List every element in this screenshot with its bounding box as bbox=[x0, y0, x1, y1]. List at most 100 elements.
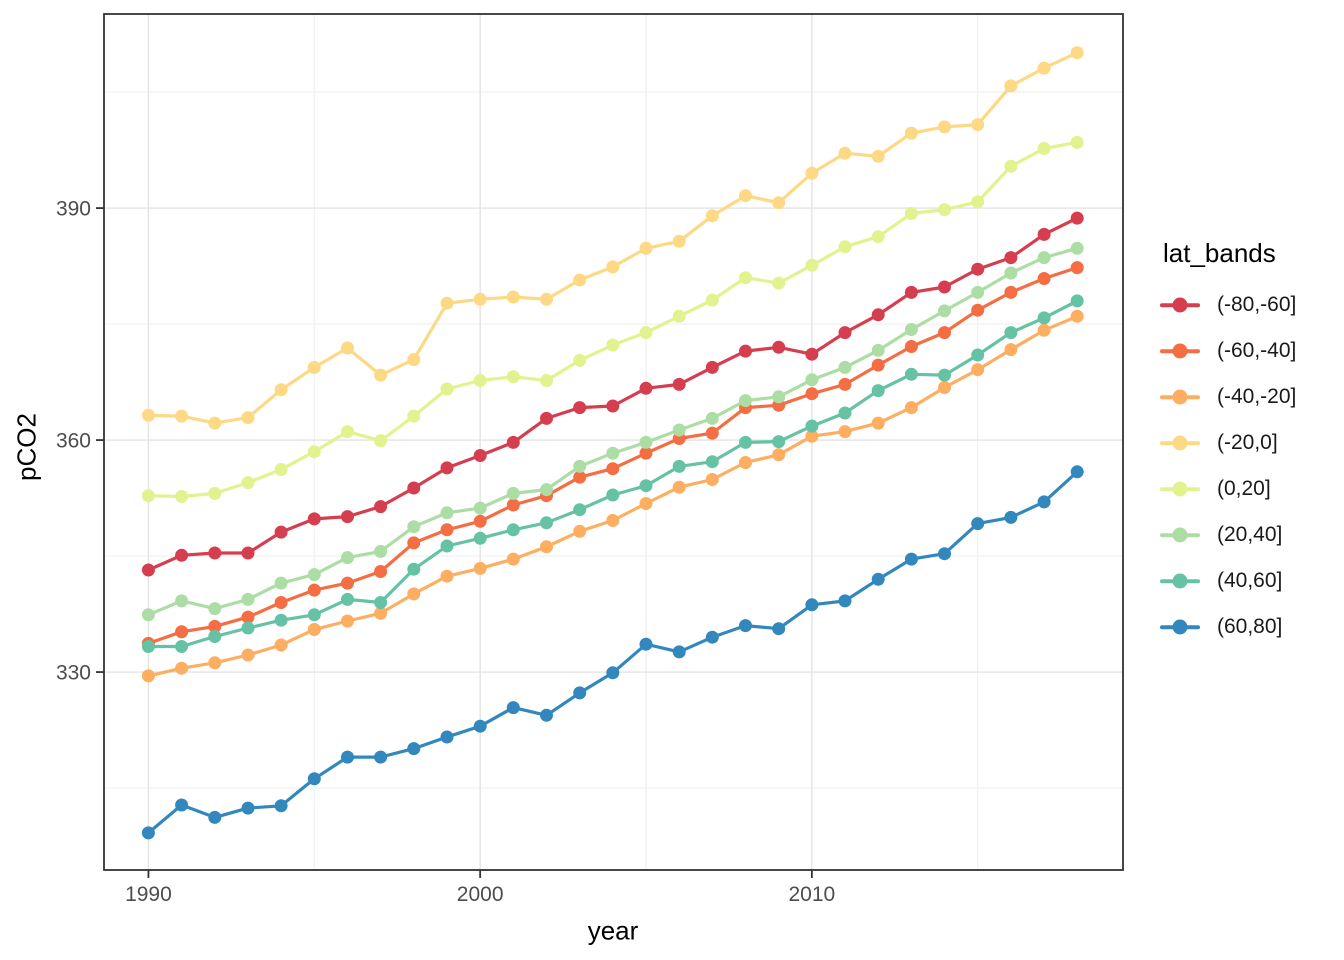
data-point bbox=[871, 230, 885, 244]
data-point bbox=[141, 563, 155, 577]
data-point bbox=[805, 258, 819, 272]
data-point bbox=[307, 360, 321, 374]
data-point bbox=[904, 285, 918, 299]
data-point bbox=[971, 262, 985, 276]
data-point bbox=[639, 497, 653, 510]
data-point bbox=[1070, 241, 1084, 255]
data-point bbox=[1037, 61, 1051, 75]
data-point bbox=[141, 408, 155, 422]
data-point bbox=[208, 602, 222, 616]
legend-key bbox=[1160, 618, 1200, 636]
data-point bbox=[274, 613, 288, 627]
legend-item: (-40,-20] bbox=[1160, 374, 1344, 420]
data-point bbox=[1004, 343, 1018, 357]
data-point bbox=[1004, 251, 1018, 265]
data-point bbox=[606, 260, 620, 274]
data-point bbox=[705, 360, 719, 374]
data-point bbox=[705, 455, 719, 469]
data-point bbox=[971, 118, 985, 132]
data-point bbox=[1070, 211, 1084, 225]
legend-key-dot-icon bbox=[1172, 389, 1188, 405]
data-point bbox=[141, 640, 155, 653]
data-point bbox=[1004, 510, 1018, 524]
data-point bbox=[971, 285, 985, 299]
data-point bbox=[871, 572, 885, 586]
data-point bbox=[307, 512, 321, 526]
data-point bbox=[772, 622, 786, 636]
data-point bbox=[772, 340, 786, 354]
data-point bbox=[440, 730, 454, 744]
data-point bbox=[805, 429, 819, 443]
data-point bbox=[407, 536, 421, 550]
series-line bbox=[146, 51, 1079, 425]
data-point bbox=[672, 645, 686, 659]
data-point bbox=[805, 166, 819, 180]
y-tick-label: 360 bbox=[56, 430, 91, 453]
legend-key bbox=[1160, 342, 1200, 360]
data-point bbox=[772, 196, 786, 210]
legend-key-dot-icon bbox=[1172, 527, 1188, 543]
data-point bbox=[1037, 272, 1051, 285]
data-point bbox=[573, 503, 587, 517]
data-point bbox=[307, 583, 321, 597]
data-point bbox=[473, 514, 487, 528]
data-point bbox=[739, 344, 752, 358]
legend-item-label: (-40,-20] bbox=[1217, 385, 1297, 408]
data-point bbox=[805, 387, 819, 401]
data-point bbox=[540, 483, 553, 497]
data-point bbox=[606, 446, 620, 460]
data-point bbox=[672, 423, 686, 437]
data-point bbox=[241, 411, 255, 425]
data-point bbox=[1004, 159, 1018, 173]
legend-item-label: (0,20] bbox=[1217, 477, 1271, 500]
y-tick-label: 330 bbox=[56, 662, 91, 685]
data-point bbox=[739, 456, 752, 469]
data-point bbox=[241, 592, 255, 606]
legend-key-dot-icon bbox=[1172, 619, 1188, 635]
data-point bbox=[606, 462, 620, 476]
data-point bbox=[772, 276, 786, 290]
data-point bbox=[871, 358, 885, 372]
legend-item: (20,40] bbox=[1160, 512, 1344, 558]
data-point bbox=[971, 348, 985, 362]
legend-item-label: (40,60] bbox=[1217, 569, 1283, 592]
data-point bbox=[540, 516, 553, 530]
data-point bbox=[440, 382, 454, 396]
data-point bbox=[374, 596, 388, 609]
data-point bbox=[805, 598, 819, 612]
data-point bbox=[838, 146, 852, 160]
data-point bbox=[473, 292, 487, 306]
data-point bbox=[871, 384, 885, 398]
data-point bbox=[573, 353, 587, 367]
data-point bbox=[440, 569, 454, 583]
y-axis-title: pCO2 bbox=[11, 413, 42, 481]
data-point bbox=[241, 546, 255, 560]
data-point bbox=[506, 523, 520, 537]
legend-item-label: (20,40] bbox=[1217, 523, 1283, 546]
x-tick-label: 2000 bbox=[457, 883, 504, 906]
data-point bbox=[838, 326, 852, 340]
data-point bbox=[606, 514, 620, 527]
legend-item-label: (-20,0] bbox=[1217, 431, 1278, 454]
data-point bbox=[838, 240, 852, 254]
data-point bbox=[672, 480, 686, 494]
data-point bbox=[1004, 326, 1018, 340]
data-point bbox=[341, 425, 354, 439]
data-point bbox=[407, 481, 421, 495]
panel-border bbox=[103, 13, 1124, 871]
data-point bbox=[175, 594, 189, 608]
data-point bbox=[473, 449, 487, 462]
data-point bbox=[739, 271, 752, 285]
data-point bbox=[274, 799, 288, 813]
legend-item-label: (60,80] bbox=[1217, 615, 1283, 638]
data-point bbox=[639, 241, 653, 255]
legend-item-label: (-80,-60] bbox=[1217, 293, 1297, 316]
data-point bbox=[573, 470, 587, 484]
data-point bbox=[639, 326, 653, 340]
data-point bbox=[639, 479, 653, 493]
data-point bbox=[341, 614, 354, 628]
legend-key-dot-icon bbox=[1172, 481, 1188, 497]
data-point bbox=[573, 459, 587, 473]
data-point bbox=[938, 547, 951, 561]
data-point bbox=[871, 149, 885, 163]
